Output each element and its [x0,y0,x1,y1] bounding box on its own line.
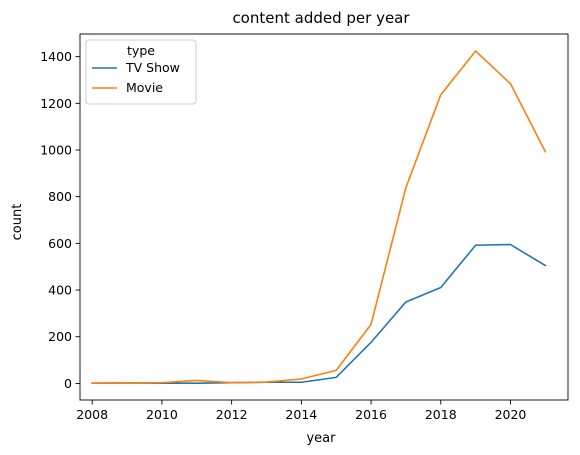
plot-frame [79,33,569,401]
y-tick-label-7: 1400 [40,49,72,64]
x-axis-title: year [306,431,336,446]
legend-label-1: Movie [126,80,163,95]
y-tick-label-3: 600 [48,236,72,251]
legend-label-0: TV Show [125,60,180,75]
y-tick-label-4: 800 [48,189,72,204]
y-tick-label-6: 1200 [40,96,72,111]
x-axis: 2008 2010 2012 2014 2016 2018 2020 [76,400,526,422]
x-tick-label-2: 2012 [216,407,248,422]
series-line-0 [91,243,547,384]
y-axis: 0 200 400 600 800 1000 1200 1400 [40,49,80,391]
plot-area [79,33,569,401]
x-tick-label-6: 2020 [495,407,527,422]
series-line-1 [91,50,547,384]
y-tick-label-1: 200 [48,329,72,344]
x-tick-label-5: 2018 [425,407,457,422]
x-tick-label-0: 2008 [76,407,108,422]
legend: type TV Show Movie [85,39,197,105]
chart-title: content added per year [232,9,410,27]
y-tick-label-0: 0 [64,376,72,391]
x-tick-label-1: 2010 [146,407,178,422]
y-tick-label-2: 400 [48,283,72,298]
x-tick-label-3: 2014 [285,407,317,422]
legend-title: type [127,43,155,58]
y-tick-label-5: 1000 [40,143,72,158]
x-tick-label-4: 2016 [355,407,387,422]
y-axis-title: count [10,204,25,241]
